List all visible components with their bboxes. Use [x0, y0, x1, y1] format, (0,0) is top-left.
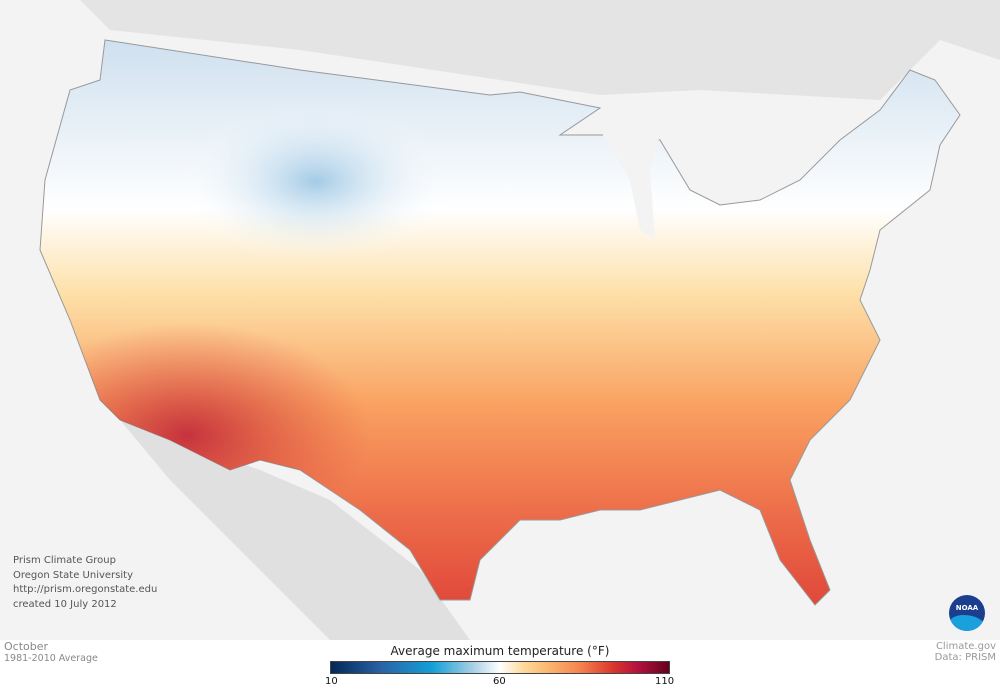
noaa-logo-text: NOAA	[955, 604, 979, 612]
great-lakes	[600, 120, 660, 240]
credits: Prism Climate Group Oregon State Univers…	[13, 554, 157, 612]
credit-url[interactable]: http://prism.oregonstate.edu	[13, 584, 158, 595]
noaa-logo: NOAA	[949, 595, 985, 631]
temperature-map: Prism Climate Group Oregon State Univers…	[0, 0, 1000, 640]
legend-tick-max: 110	[655, 676, 675, 687]
us-map-svg	[39, 0, 1000, 640]
source-site: Climate.gov	[935, 641, 996, 652]
credit-line: Prism Climate Group	[13, 555, 116, 566]
credit-line: Oregon State University	[13, 569, 133, 581]
average-label: 1981-2010 Average	[4, 653, 98, 664]
credit-date: created 10 July 2012	[13, 598, 117, 610]
period-label: October 1981-2010 Average	[4, 640, 98, 665]
legend-tick-min: 10	[325, 676, 338, 687]
legend-title: Average maximum temperature (°F)	[390, 644, 610, 658]
color-scale-bar	[330, 661, 670, 674]
month-label: October	[4, 640, 49, 653]
source-data: Data: PRISM	[934, 652, 996, 663]
conus-shape	[39, 39, 961, 606]
legend-tick-mid: 60	[493, 676, 506, 687]
source-label: Climate.gov Data: PRISM	[935, 641, 996, 663]
